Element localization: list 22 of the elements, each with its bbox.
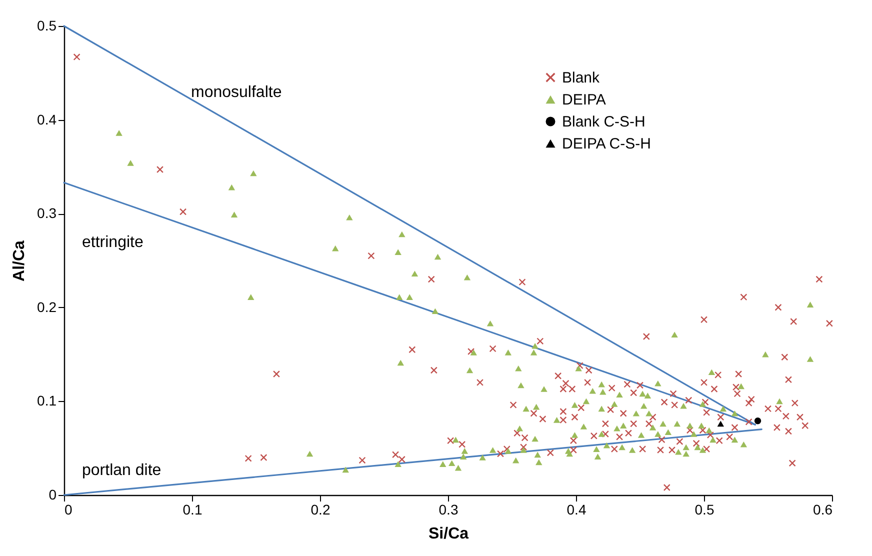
legend-label: Blank C-S-H xyxy=(562,114,646,130)
y-tick-label: 0.4 xyxy=(37,111,57,128)
annotation: ettringite xyxy=(82,234,144,251)
y-tick-label: 0 xyxy=(48,486,57,502)
x-axis-title: Si/Ca xyxy=(428,526,469,542)
y-tick-label: 0.5 xyxy=(37,18,57,34)
x-tick-label: 0.4 xyxy=(566,502,586,518)
y-axis-title: Al/Ca xyxy=(11,240,28,282)
y-tick-label: 0.2 xyxy=(37,298,57,315)
y-tick-label: 0.3 xyxy=(37,205,57,222)
x-tick-label: 0.5 xyxy=(694,502,714,518)
x-tick-label: 0.6 xyxy=(813,502,833,518)
legend-label: DEIPA xyxy=(562,92,606,108)
x-tick-label: 0 xyxy=(64,502,72,518)
x-tick-label: 0.3 xyxy=(438,502,458,518)
annotation: monosulfalte xyxy=(191,84,282,101)
y-tick-label: 0.1 xyxy=(37,392,57,409)
legend-label: DEIPA C-S-H xyxy=(562,136,651,152)
annotation: portlan dite xyxy=(82,462,162,479)
legend-label: Blank xyxy=(562,70,600,86)
x-tick-label: 0.1 xyxy=(182,502,202,518)
x-tick-label: 0.2 xyxy=(310,502,330,518)
